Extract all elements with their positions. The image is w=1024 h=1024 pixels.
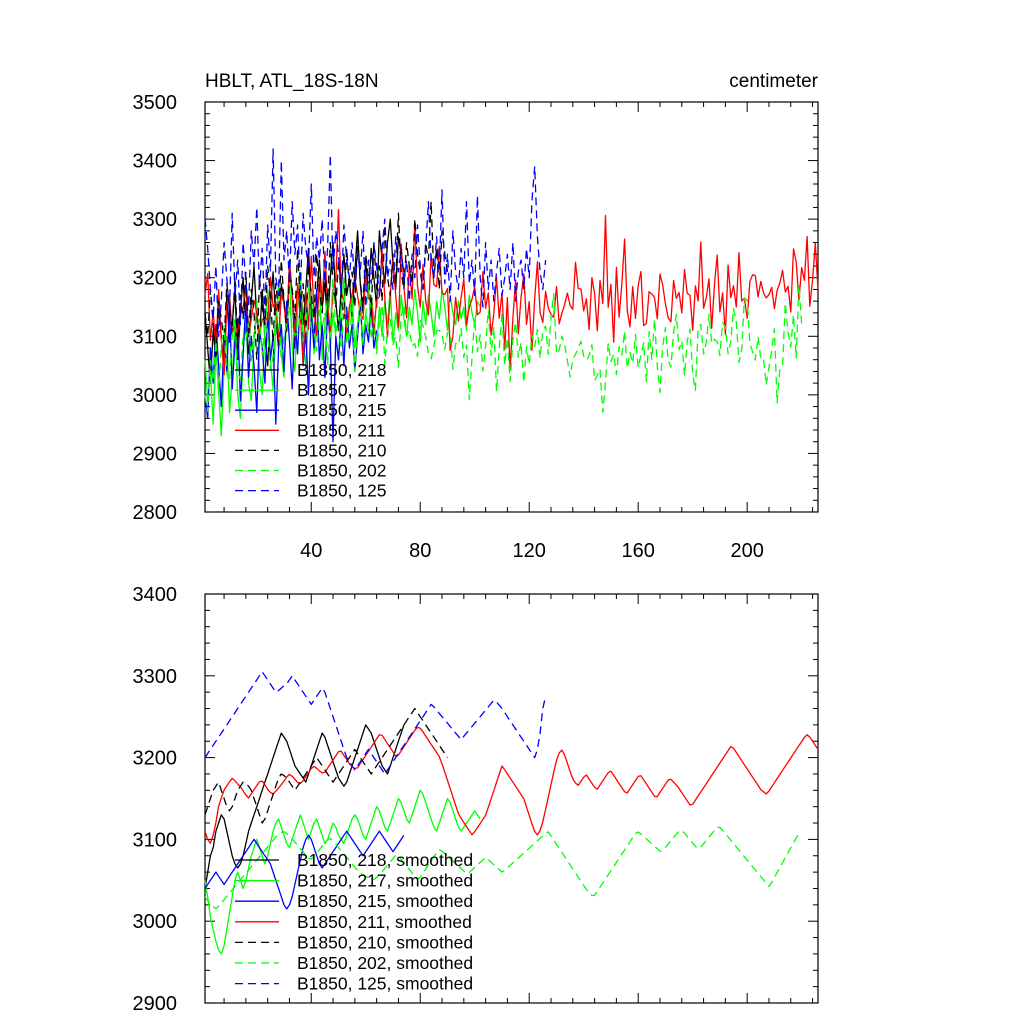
top-panel-units: centimeter <box>729 71 818 92</box>
top-legend-label-2: B1850, 215 <box>297 400 387 420</box>
top-series-group <box>204 148 819 443</box>
bottom-legend-label-3: B1850, 211, smoothed <box>297 912 472 932</box>
bottom-legend-label-4: B1850, 210, smoothed <box>297 932 473 952</box>
top-panel-title: HBLT, ATL_18S-18N <box>205 71 379 92</box>
bottom-legend-label-1: B1850, 217, smoothed <box>297 871 473 891</box>
bottom-series-line-1 <box>204 789 481 955</box>
bottom-y-tick-label: 2900 <box>133 993 178 1015</box>
top-legend-label-4: B1850, 210 <box>297 440 387 460</box>
top-x-tick-label: 80 <box>409 540 431 562</box>
top-series-line-4 <box>204 200 449 361</box>
top-legend-label-5: B1850, 202 <box>297 461 387 481</box>
bottom-axes: 2900 3000 3100 3200 3300 3400 <box>133 584 819 1015</box>
bottom-series-line-0 <box>204 724 405 889</box>
bottom-panel: 2900 3000 3100 3200 3300 3400 B1850, 218, smo… <box>133 584 819 1015</box>
top-y-tick-label: 2800 <box>133 502 178 524</box>
bottom-y-tick-label: 3100 <box>133 829 178 851</box>
bottom-series-line-5 <box>204 826 803 910</box>
top-legend-label-3: B1850, 211 <box>297 420 385 440</box>
top-y-tick-label: 3400 <box>133 151 178 173</box>
top-axes: 2800 2900 3000 3100 3200 3300 3400 3500 40 80 120 1… <box>133 92 819 562</box>
bottom-series-line-3 <box>204 726 819 844</box>
bottom-legend-label-5: B1850, 202, smoothed <box>297 953 473 973</box>
top-series-line-6 <box>204 148 547 337</box>
top-panel: HBLT, ATL_18S-18N centimeter 2800 2900 300… <box>133 71 819 562</box>
top-y-tick-label: 3000 <box>133 385 178 407</box>
top-y-tick-label: 3500 <box>133 92 178 114</box>
top-legend-label-0: B1850, 218 <box>297 360 387 380</box>
top-series-line-5 <box>204 277 803 414</box>
bottom-legend-label-0: B1850, 218, smoothed <box>297 850 473 870</box>
bottom-legend-label-6: B1850, 125, smoothed <box>297 974 473 994</box>
top-y-tick-label: 3300 <box>133 209 178 231</box>
top-y-tick-label: 3100 <box>133 326 178 348</box>
bottom-y-tick-label: 3300 <box>133 666 178 688</box>
top-x-tick-label: 40 <box>300 540 322 562</box>
bottom-legend-label-2: B1850, 215, smoothed <box>297 891 473 911</box>
top-x-tick-label: 200 <box>730 540 763 562</box>
top-plot-frame <box>204 101 819 513</box>
bottom-series-line-2 <box>204 830 405 910</box>
top-series-line-2 <box>204 288 378 443</box>
top-legend-label-6: B1850, 125 <box>297 481 387 501</box>
top-series-line-1 <box>204 271 481 437</box>
bottom-y-tick-label: 3400 <box>133 584 178 606</box>
bottom-plot-frame <box>204 593 819 1004</box>
top-legend-label-1: B1850, 217 <box>297 380 387 400</box>
top-y-tick-label: 3200 <box>133 268 178 290</box>
top-x-tick-label: 160 <box>621 540 654 562</box>
bottom-series-group <box>204 671 819 955</box>
bottom-y-tick-label: 3200 <box>133 748 178 770</box>
bottom-series-line-4 <box>204 707 449 824</box>
top-y-tick-label: 2900 <box>133 443 178 465</box>
bottom-series-line-6 <box>204 671 547 775</box>
bottom-y-tick-label: 3000 <box>133 911 178 933</box>
top-x-tick-label: 120 <box>513 540 546 562</box>
